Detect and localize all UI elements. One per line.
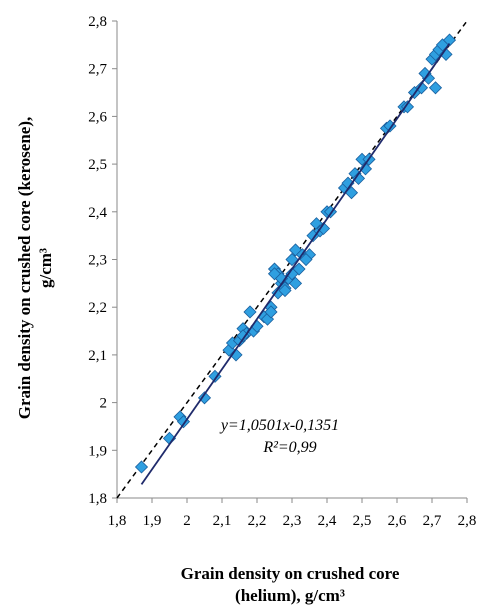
- x-axis-title-line1: Grain density on crushed core: [181, 564, 400, 583]
- y-tick-label: 1,8: [88, 491, 107, 507]
- trendline: [140, 43, 451, 485]
- y-tick-label: 2,5: [88, 157, 107, 173]
- y-tick-label: 1,9: [88, 443, 107, 459]
- r-squared-label: R²=0,99: [262, 439, 316, 456]
- x-tick-label: 2,8: [458, 513, 477, 529]
- data-point: [288, 276, 303, 290]
- data-point: [316, 221, 331, 236]
- y-tick-label: 2,3: [88, 253, 107, 269]
- data-point: [243, 305, 257, 319]
- data-point: [442, 33, 457, 47]
- y-tick-label: 2,7: [88, 62, 107, 78]
- x-tick-label: 2,5: [353, 513, 372, 529]
- data-point: [351, 171, 366, 185]
- data-point: [264, 305, 278, 319]
- y-axis-title-line2: g/cm³: [36, 248, 55, 288]
- x-tick-labels: 1,8 1,9 2 2,1 2,2 2,3 2,4 2,5 2,6 2,7 2,8: [108, 513, 477, 529]
- y-tick-label: 2,4: [88, 205, 107, 221]
- x-tick-label: 2: [183, 513, 191, 529]
- data-point: [414, 81, 429, 95]
- data-point: [428, 81, 443, 95]
- trendline-group: [140, 43, 451, 485]
- x-tick-label: 2,4: [318, 513, 337, 529]
- y-tick-label: 2,8: [88, 14, 107, 30]
- y-tick-label: 2,6: [88, 109, 107, 125]
- x-tick-label: 1,8: [108, 513, 127, 529]
- y-tick-label: 2: [100, 396, 108, 412]
- regression-equation: y=1,0501x-0,1351: [219, 417, 339, 434]
- data-point: [278, 283, 292, 298]
- data-point: [285, 252, 299, 267]
- data-point: [285, 267, 299, 281]
- x-tick-label: 2,7: [423, 513, 442, 529]
- axes: [112, 20, 468, 503]
- x-tick-label: 2,6: [388, 513, 407, 529]
- y-tick-labels: 1,8 1,9 2 2,1 2,2 2,3 2,4 2,5 2,6 2,7 2,8: [88, 14, 107, 507]
- data-point: [358, 162, 373, 176]
- x-tick-label: 2,3: [283, 513, 302, 529]
- data-point: [197, 391, 212, 405]
- data-point: [400, 100, 415, 114]
- data-point: [299, 252, 313, 267]
- x-tick-label: 2,2: [248, 513, 267, 529]
- x-tick-label: 1,9: [143, 513, 162, 529]
- x-tick-label: 2,1: [213, 513, 232, 529]
- y-tick-label: 2,1: [88, 348, 107, 364]
- data-points: [134, 33, 457, 474]
- y-tick-label: 2,2: [88, 300, 107, 316]
- x-axis-title-line2: (helium), g/cm³: [235, 586, 345, 605]
- y-axis-title-line1: Grain density on crushed core (kerosene)…: [15, 117, 34, 420]
- data-point: [134, 460, 149, 474]
